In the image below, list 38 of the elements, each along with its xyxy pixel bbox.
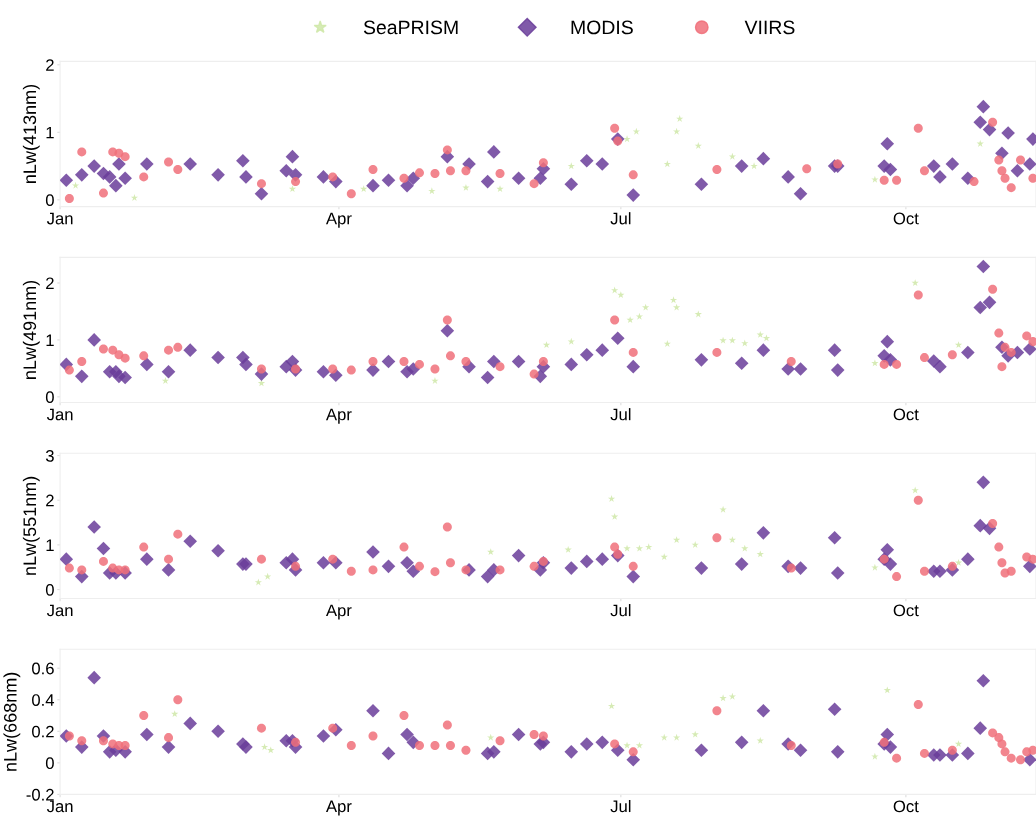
- x-tick-label: Jan: [46, 800, 73, 813]
- y-tick-label: 2: [46, 59, 54, 71]
- x-tick-label: Jul: [610, 408, 631, 421]
- x-tick-label: Jul: [610, 212, 631, 225]
- x-tick-label: Apr: [325, 212, 352, 228]
- y-tick-label: 1: [46, 334, 54, 346]
- y-tick-label: 0: [45, 391, 54, 404]
- y-tick-label: 0: [45, 583, 54, 596]
- x-tick-label: Apr: [325, 408, 352, 424]
- y-tick-label: 0.4: [32, 694, 55, 706]
- y-tick-label: 0.6: [32, 662, 54, 675]
- y-axis-title: nLw(551nm): [22, 476, 40, 575]
- y-tick-label: 0: [45, 757, 54, 770]
- y-tick-label: 2: [46, 494, 54, 507]
- x-tick-label: Oct: [893, 408, 919, 421]
- legend-label: MODIS: [571, 20, 633, 35]
- y-tick-label: 2: [46, 277, 54, 290]
- x-tick-label: Oct: [893, 800, 919, 813]
- legend-label: VIIRS: [744, 20, 795, 35]
- y-tick-label: 1: [46, 126, 54, 139]
- y-tick-label: 3: [45, 449, 54, 462]
- x-tick-label: Jul: [610, 799, 631, 813]
- y-axis-title: nLw(668nm): [3, 672, 21, 771]
- x-tick-label: Jan: [46, 408, 73, 421]
- x-tick-label: Oct: [893, 604, 919, 617]
- y-tick-label: 0.2: [32, 725, 54, 738]
- x-tick-label: Apr: [325, 604, 352, 620]
- x-tick-label: Jul: [610, 604, 631, 617]
- y-axis-title: nLw(413nm): [22, 84, 40, 183]
- y-tick-label: -0.2: [26, 788, 54, 801]
- y-axis-title: nLw(491nm): [22, 280, 40, 379]
- y-tick-label: 1: [46, 539, 54, 551]
- legend-label: SeaPRISM: [363, 20, 458, 35]
- y-tick-label: 0: [45, 194, 54, 207]
- x-tick-label: Apr: [325, 800, 352, 816]
- x-tick-label: Oct: [893, 212, 919, 225]
- x-tick-label: Jan: [46, 212, 73, 225]
- x-tick-label: Jan: [46, 604, 73, 617]
